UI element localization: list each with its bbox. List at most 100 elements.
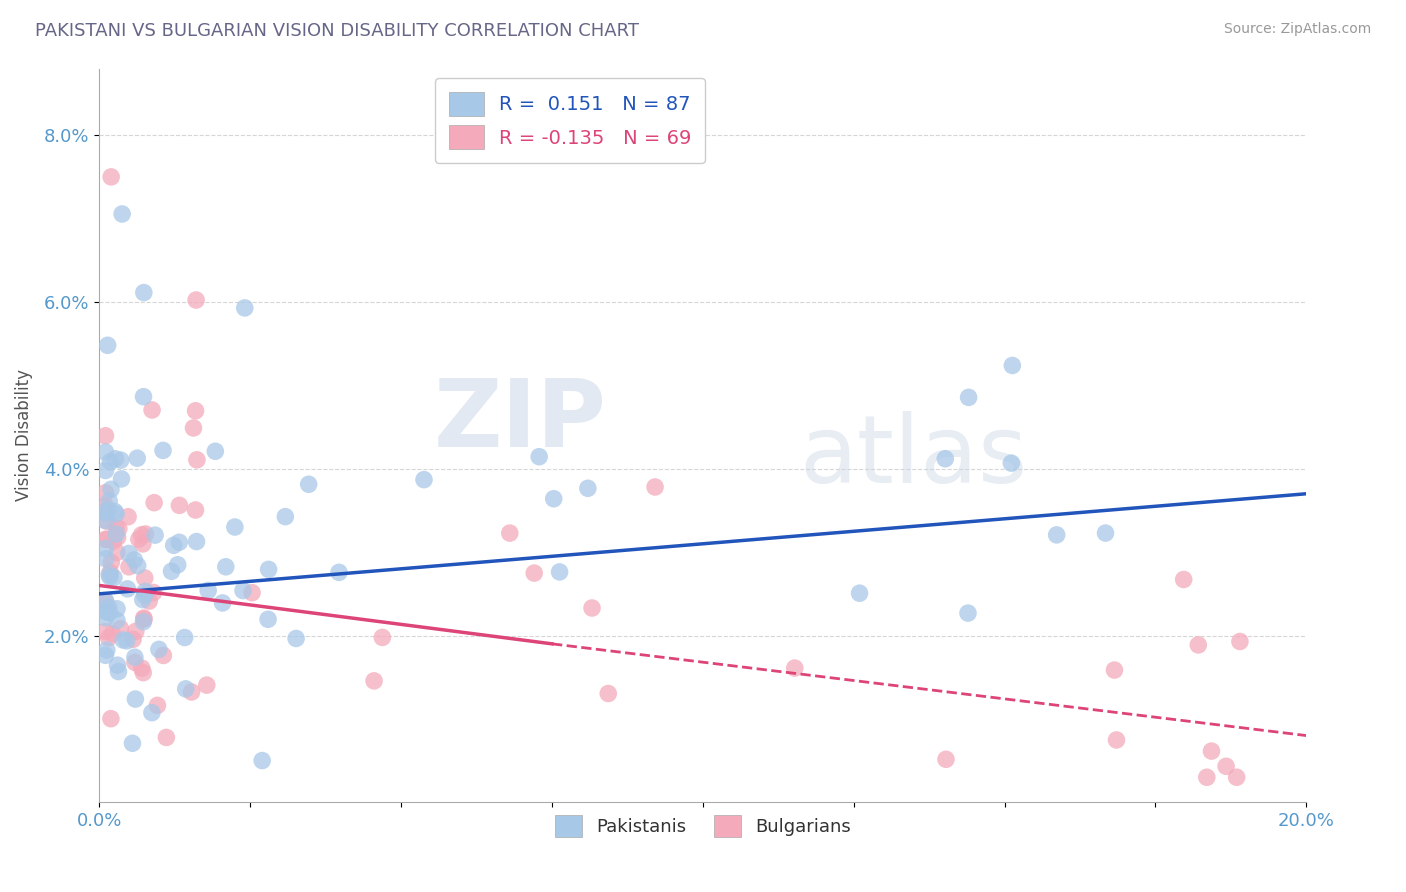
Point <box>103 533 125 548</box>
Point <box>363 673 385 688</box>
Point <box>94 611 117 625</box>
Point <box>173 631 195 645</box>
Point <box>134 584 156 599</box>
Point <box>124 692 146 706</box>
Point <box>100 712 122 726</box>
Point <box>104 451 127 466</box>
Point <box>94 603 117 617</box>
Point <box>110 453 132 467</box>
Point <box>1105 733 1128 747</box>
Point <box>233 301 256 315</box>
Point <box>1001 359 1024 373</box>
Point <box>598 686 620 700</box>
Point <box>1094 526 1116 541</box>
Point <box>94 500 117 514</box>
Point <box>98 566 121 580</box>
Point <box>215 559 238 574</box>
Point <box>112 632 135 647</box>
Point <box>115 633 138 648</box>
Point <box>94 541 117 556</box>
Point <box>166 558 188 572</box>
Point <box>146 698 169 713</box>
Point <box>195 678 218 692</box>
Text: atlas: atlas <box>800 411 1028 503</box>
Legend: Pakistanis, Bulgarians: Pakistanis, Bulgarians <box>548 808 858 845</box>
Point <box>935 752 957 766</box>
Point <box>128 532 150 546</box>
Point <box>124 650 146 665</box>
Point <box>184 293 207 307</box>
Point <box>107 658 129 673</box>
Point <box>118 546 141 560</box>
Point <box>576 481 599 495</box>
Point <box>957 390 980 404</box>
Point <box>98 606 121 620</box>
Point <box>124 656 146 670</box>
Point <box>1187 638 1209 652</box>
Point <box>581 601 603 615</box>
Point <box>96 533 118 547</box>
Point <box>94 506 117 520</box>
Point <box>94 485 117 500</box>
Point <box>98 494 121 508</box>
Point <box>186 534 208 549</box>
Point <box>1215 759 1237 773</box>
Point <box>413 473 436 487</box>
Point <box>94 551 117 566</box>
Point <box>100 483 122 497</box>
Point <box>132 615 155 629</box>
Point <box>132 537 155 551</box>
Point <box>118 559 141 574</box>
Point <box>127 451 149 466</box>
Point <box>132 612 155 626</box>
Point <box>107 665 129 679</box>
Point <box>1226 770 1249 784</box>
Point <box>211 596 233 610</box>
Point <box>108 522 131 536</box>
Point <box>1000 456 1022 470</box>
Point <box>131 528 153 542</box>
Point <box>117 509 139 524</box>
Point <box>105 545 128 559</box>
Point <box>105 527 128 541</box>
Point <box>125 624 148 639</box>
Point <box>96 643 118 657</box>
Point <box>152 648 174 663</box>
Point <box>184 503 207 517</box>
Point <box>101 626 124 640</box>
Point <box>138 594 160 608</box>
Point <box>131 661 153 675</box>
Point <box>107 530 129 544</box>
Point <box>1229 634 1251 648</box>
Point <box>232 583 254 598</box>
Point <box>117 582 139 596</box>
Point <box>94 648 117 663</box>
Point <box>285 632 308 646</box>
Point <box>143 496 166 510</box>
Point <box>94 506 117 520</box>
Point <box>110 622 132 636</box>
Point <box>100 169 122 184</box>
Point <box>111 207 134 221</box>
Point <box>1173 573 1195 587</box>
Point <box>250 754 273 768</box>
Point <box>98 455 121 469</box>
Point <box>167 535 190 549</box>
Point <box>186 452 208 467</box>
Point <box>1046 528 1069 542</box>
Point <box>148 642 170 657</box>
Point <box>121 736 143 750</box>
Point <box>104 504 127 518</box>
Point <box>94 445 117 459</box>
Point <box>105 601 128 615</box>
Point <box>94 624 117 639</box>
Point <box>180 685 202 699</box>
Point <box>132 390 155 404</box>
Point <box>848 586 870 600</box>
Point <box>122 632 145 647</box>
Point <box>132 592 155 607</box>
Point <box>132 665 155 680</box>
Point <box>163 538 186 552</box>
Point <box>94 429 117 443</box>
Point <box>257 612 280 626</box>
